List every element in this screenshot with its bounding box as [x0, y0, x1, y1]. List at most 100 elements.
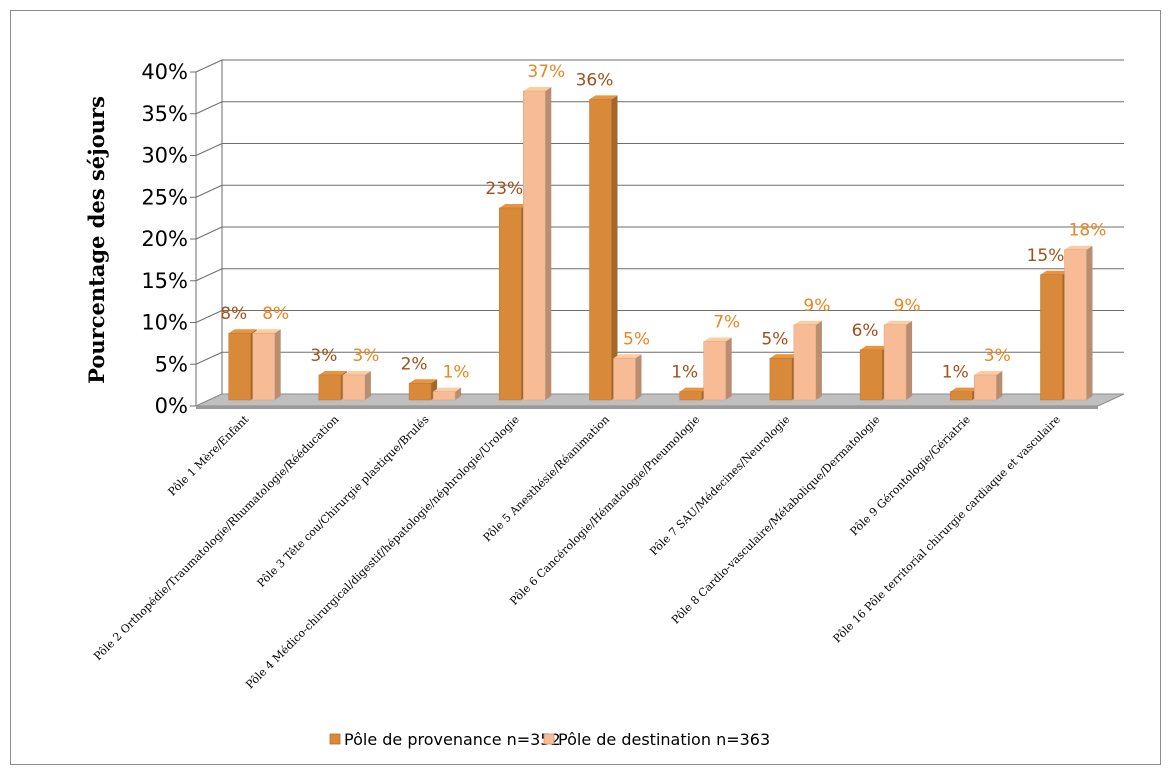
data-label: 6%: [852, 321, 879, 341]
bar: [1064, 249, 1087, 401]
x-tick-label: Pôle 6 Cancérologie/Hématologie/Pneumolo…: [507, 413, 702, 608]
y-tick-label: 35%: [141, 102, 188, 126]
data-label: 8%: [262, 304, 289, 324]
bar-side: [996, 370, 1003, 400]
gridline-depth: [195, 143, 223, 156]
bar-side: [725, 337, 732, 400]
y-tick-label: 25%: [141, 185, 188, 209]
y-tick-label: 5%: [155, 352, 188, 376]
data-label: 8%: [220, 304, 247, 324]
bar-top: [252, 329, 281, 334]
bar-top: [228, 329, 257, 334]
gridline-depth: [195, 351, 223, 365]
bar: [523, 90, 546, 401]
bar-top: [679, 387, 708, 392]
data-label: 15%: [1027, 246, 1065, 266]
bar: [342, 374, 366, 401]
gridline-depth: [195, 101, 223, 115]
data-label: 1%: [671, 363, 698, 383]
bar: [883, 324, 907, 401]
bar-side: [906, 320, 913, 400]
gridline-depth: [195, 59, 223, 73]
bar-top: [342, 370, 371, 375]
bar-top: [613, 354, 642, 359]
bar-top: [769, 354, 798, 359]
bar-side: [611, 95, 618, 401]
bar: [499, 207, 522, 401]
chart-floor-edge: [196, 406, 1098, 409]
legend-swatch: [329, 733, 341, 745]
x-tick-label: Pôle 8 Cardio-vasculaire/Métabolique/Der…: [669, 413, 883, 627]
data-label: 5%: [623, 329, 650, 349]
x-tick-label: Pôle 7 SAU/Médecines/Neurologie: [647, 413, 792, 558]
data-label: 3%: [984, 346, 1011, 366]
y-tick-label: 0%: [155, 394, 188, 418]
bar-top: [523, 87, 552, 92]
bar: [318, 374, 342, 401]
y-tick-label: 15%: [141, 269, 188, 293]
data-label: 3%: [310, 346, 337, 366]
bar-top: [703, 337, 732, 342]
y-tick-label: 30%: [141, 144, 188, 168]
bar-top: [974, 370, 1003, 375]
gridline-depth: [195, 268, 223, 282]
y-tick-label: 40%: [141, 60, 188, 84]
data-label: 3%: [352, 346, 379, 366]
y-tick-label: 10%: [141, 311, 188, 335]
bar-side: [545, 87, 552, 401]
bar-top: [950, 387, 979, 392]
bar: [1040, 274, 1063, 401]
bar: [859, 349, 883, 401]
bar: [974, 374, 997, 401]
data-label: 5%: [761, 329, 788, 349]
data-label: 1%: [443, 363, 470, 383]
bar: [793, 324, 817, 401]
bar-side: [364, 370, 371, 400]
x-tick-label: Pôle 3 Tête cou/Chirurgie plastique/Brul…: [255, 413, 432, 590]
gridline-depth: [195, 184, 223, 198]
bar-side: [635, 354, 642, 400]
legend-label: Pôle de provenance n=352: [344, 730, 561, 749]
legend-swatch: [543, 733, 555, 745]
y-tick-label: 20%: [141, 227, 188, 251]
chart-frame: [10, 10, 1161, 765]
data-label: 2%: [401, 354, 428, 374]
bar: [408, 383, 432, 401]
data-label: 9%: [803, 296, 830, 316]
gridline-depth: [195, 310, 223, 323]
bar: [679, 391, 702, 401]
data-label: 23%: [485, 179, 523, 199]
data-label: 18%: [1069, 221, 1107, 241]
bar-top: [860, 345, 889, 350]
y-axis-title: Pourcentage des séjours: [84, 96, 109, 384]
bar: [228, 332, 251, 401]
bar-top: [1064, 245, 1093, 250]
bar-side: [1086, 245, 1093, 400]
data-label: 7%: [713, 313, 740, 333]
data-label: 36%: [576, 70, 614, 90]
bar-side: [455, 387, 462, 400]
data-label: 37%: [527, 62, 565, 82]
bar-side: [274, 329, 281, 400]
bar-top: [499, 203, 528, 208]
data-label: 9%: [894, 296, 921, 316]
bar-top: [884, 320, 913, 325]
data-label: 1%: [942, 363, 969, 383]
bar: [252, 332, 275, 401]
bar-top: [589, 95, 618, 100]
bar-top: [1040, 270, 1069, 275]
bar: [432, 391, 456, 401]
bar: [950, 391, 973, 401]
bar: [613, 358, 636, 401]
legend-label: Pôle de destination n=363: [558, 730, 770, 749]
x-tick-label: Pôle 1 Mère/Enfant: [166, 413, 252, 499]
bar-side: [815, 320, 822, 400]
bar: [769, 358, 793, 401]
bar-top: [433, 387, 462, 392]
bar-top: [318, 370, 347, 375]
bar-top: [409, 379, 438, 384]
bar-top: [793, 320, 822, 325]
gridline-depth: [195, 226, 223, 240]
bar: [703, 341, 726, 401]
